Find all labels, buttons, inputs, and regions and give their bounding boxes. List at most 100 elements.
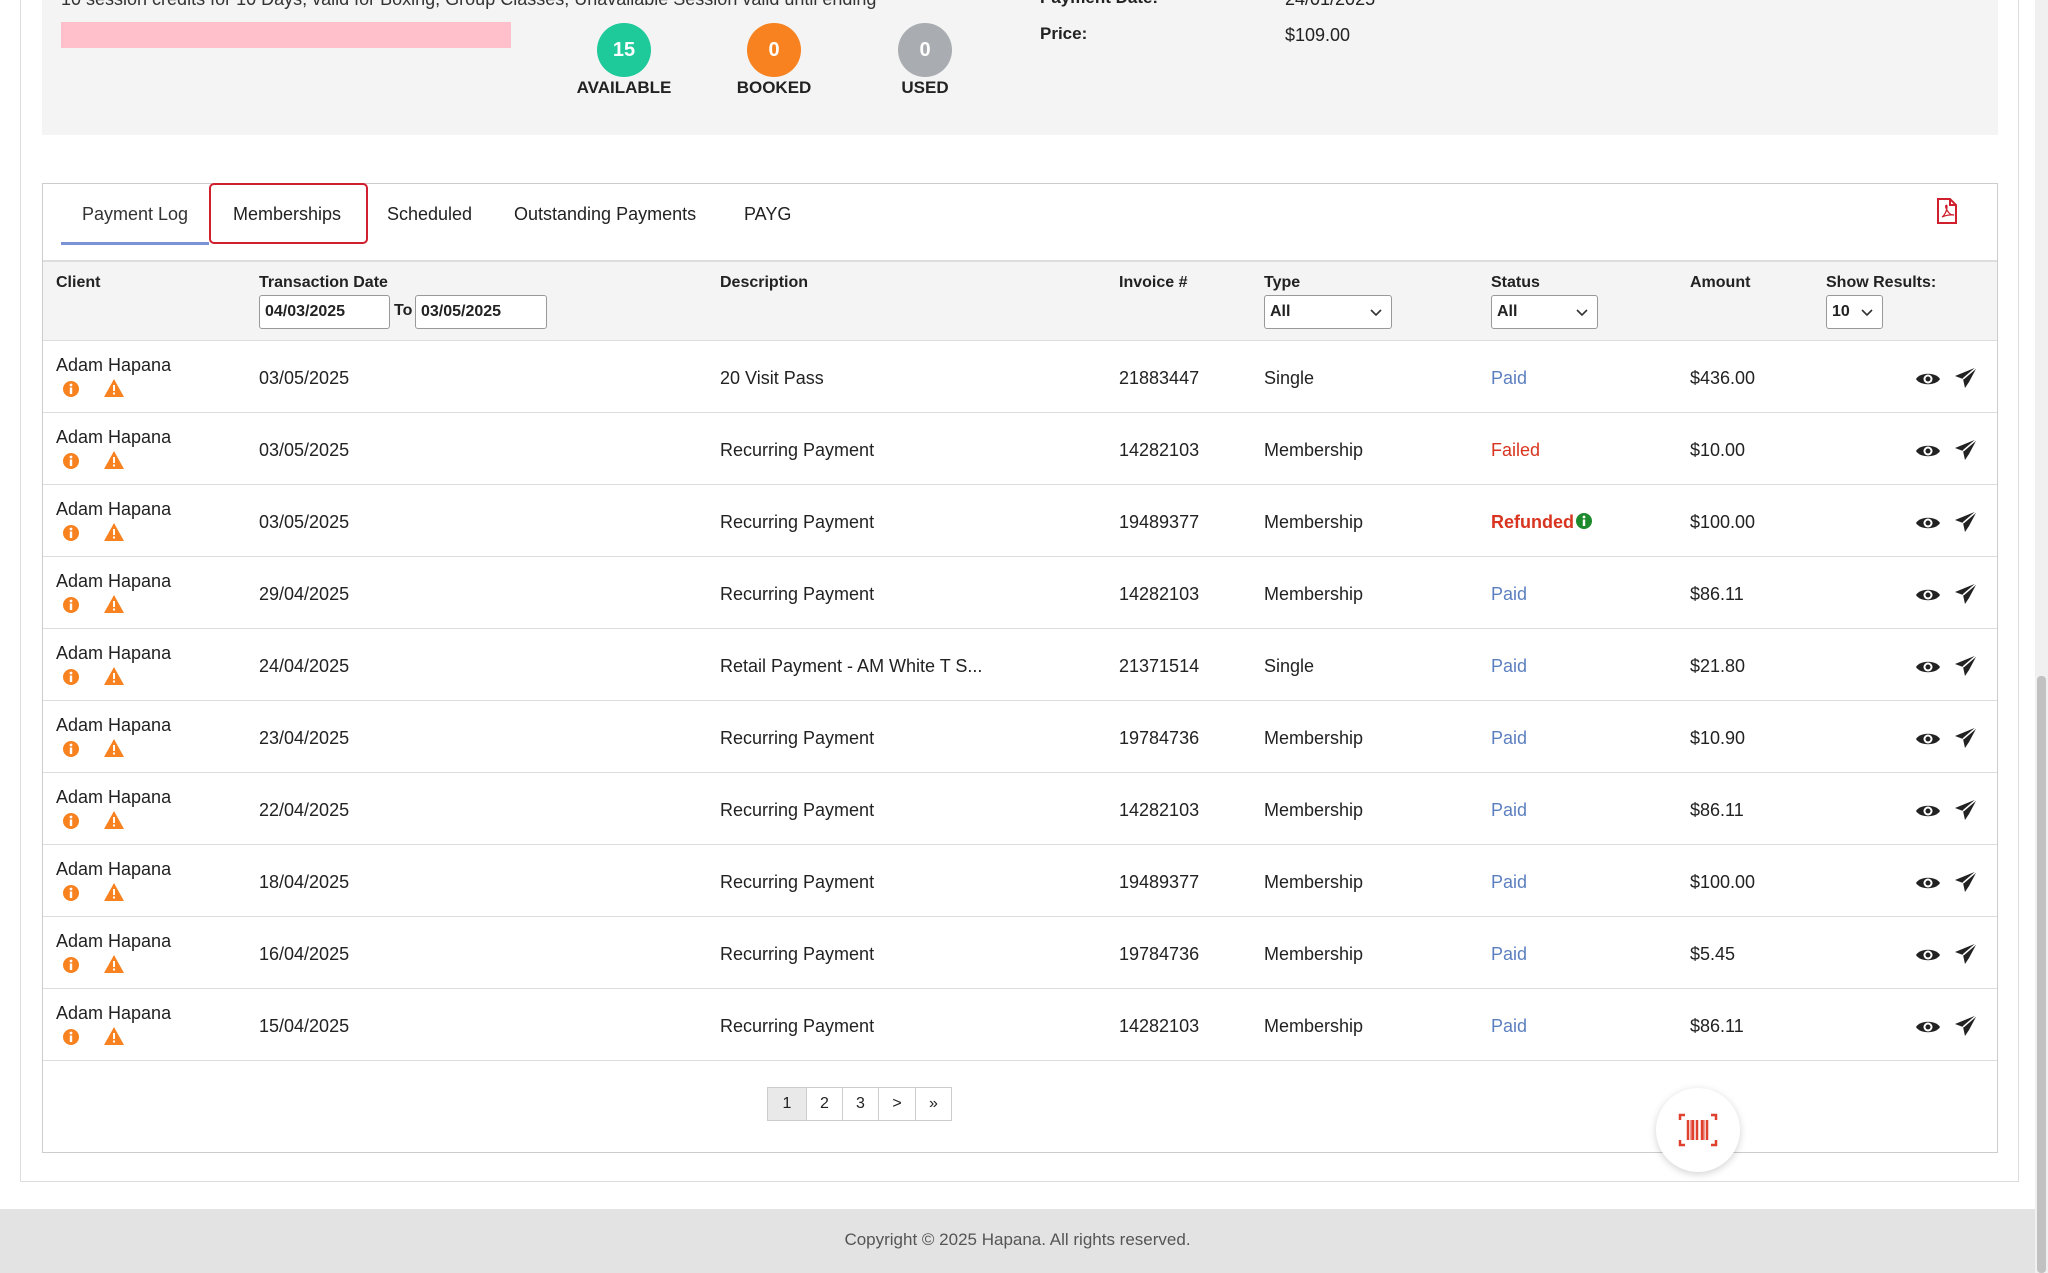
view-button[interactable] [1915, 946, 1941, 969]
description: 20 Visit Pass [720, 368, 824, 388]
view-button[interactable] [1915, 730, 1941, 753]
info-icon [62, 1028, 80, 1051]
column-header: Status [1491, 274, 1540, 291]
status-info-icon [1575, 512, 1593, 535]
chevron [1861, 309, 1873, 317]
tab[interactable]: Scheduled [387, 204, 473, 224]
barcode-button[interactable] [1656, 1088, 1740, 1172]
type: Membership [1264, 440, 1364, 460]
used-label: USED [901, 78, 949, 97]
tab[interactable]: Memberships [233, 204, 342, 224]
view-button[interactable] [1915, 874, 1941, 897]
info-icon [62, 380, 80, 403]
send-button[interactable] [1954, 942, 1978, 971]
transaction-date: 23/04/2025 [259, 728, 350, 748]
amount: $86.11 [1690, 800, 1744, 820]
description: Recurring Payment [720, 1016, 875, 1036]
transaction-date: 22/04/2025 [259, 800, 350, 820]
client-name: Adam Hapana [56, 355, 172, 375]
column-header: Show Results: [1826, 274, 1937, 291]
tab[interactable]: Outstanding Payments [514, 204, 697, 224]
page-button[interactable]: 3 [842, 1087, 879, 1121]
row-divider [43, 844, 1997, 845]
warning-icon [103, 522, 125, 547]
column-header: Amount [1690, 274, 1751, 291]
status: Paid [1491, 872, 1528, 892]
row-divider [43, 700, 1997, 701]
view-button[interactable] [1915, 442, 1941, 465]
invoice-number: 19784736 [1119, 944, 1200, 964]
view-button[interactable] [1915, 586, 1941, 609]
pdf-export-icon[interactable] [1936, 198, 1958, 224]
warning-icon [103, 450, 125, 475]
tabs-card [42, 183, 1998, 1153]
client-name: Adam Hapana [56, 643, 172, 663]
date-from-input[interactable]: 04/03/2025 [259, 295, 390, 329]
description: Recurring Payment [720, 440, 875, 460]
transaction-date: 16/04/2025 [259, 944, 350, 964]
invoice-number: 21883447 [1119, 368, 1200, 388]
client-name: Adam Hapana [56, 787, 172, 807]
type-select[interactable]: All [1264, 295, 1392, 329]
description: Recurring Payment [720, 728, 875, 748]
warning-icon [103, 666, 125, 691]
send-button[interactable] [1954, 654, 1978, 683]
select-value: All [1497, 303, 1518, 320]
row-divider [43, 1060, 1997, 1061]
available-count: 15 [597, 23, 651, 77]
page-button[interactable]: 2 [806, 1087, 843, 1121]
amount: $86.11 [1690, 1016, 1744, 1036]
status-select[interactable]: All [1491, 295, 1598, 329]
invoice-number: 19489377 [1119, 512, 1200, 532]
info-icon [62, 596, 80, 619]
warning-icon [103, 810, 125, 835]
info-icon [62, 524, 80, 547]
amount: $21.80 [1690, 656, 1746, 676]
outer-card [20, 0, 2019, 1182]
status: Paid [1491, 584, 1528, 604]
view-button[interactable] [1915, 658, 1941, 681]
chevron [1370, 309, 1382, 317]
transaction-date: 15/04/2025 [259, 1016, 350, 1036]
row-divider [43, 772, 1997, 773]
type: Membership [1264, 872, 1364, 892]
page-button[interactable]: > [878, 1087, 916, 1121]
available-label: AVAILABLE [576, 78, 672, 97]
view-button[interactable] [1915, 1018, 1941, 1041]
send-button[interactable] [1954, 510, 1978, 539]
view-button[interactable] [1915, 514, 1941, 537]
column-header: Client [56, 274, 101, 291]
tab[interactable]: PAYG [744, 204, 792, 224]
date-to-input[interactable]: 03/05/2025 [415, 295, 547, 329]
status: Refunded [1491, 512, 1574, 532]
send-button[interactable] [1954, 438, 1978, 467]
warning-icon [103, 954, 125, 979]
status: Paid [1491, 728, 1528, 748]
page-button[interactable]: » [915, 1087, 952, 1121]
column-header: Type [1264, 274, 1301, 291]
tab[interactable]: Payment Log [82, 204, 189, 224]
warning-icon [103, 738, 125, 763]
send-button[interactable] [1954, 798, 1978, 827]
row-divider [43, 916, 1997, 917]
price-label: Price: [1040, 24, 1088, 43]
send-button[interactable] [1954, 870, 1978, 899]
transaction-date: 29/04/2025 [259, 584, 350, 604]
type: Membership [1264, 800, 1364, 820]
price-value: $109.00 [1285, 25, 1351, 45]
row-divider [43, 628, 1997, 629]
row-divider [43, 412, 1997, 413]
send-button[interactable] [1954, 1014, 1978, 1043]
description: Retail Payment - AM White T S... [720, 656, 983, 676]
send-button[interactable] [1954, 726, 1978, 755]
scrollbar-thumb[interactable] [2037, 676, 2046, 1273]
show-results-select[interactable]: 10 [1826, 295, 1883, 329]
status: Paid [1491, 800, 1528, 820]
send-button[interactable] [1954, 582, 1978, 611]
description: Recurring Payment [720, 800, 875, 820]
view-button[interactable] [1915, 370, 1941, 393]
view-button[interactable] [1915, 802, 1941, 825]
send-button[interactable] [1954, 366, 1978, 395]
info-icon [62, 884, 80, 907]
page-button[interactable]: 1 [767, 1087, 807, 1121]
